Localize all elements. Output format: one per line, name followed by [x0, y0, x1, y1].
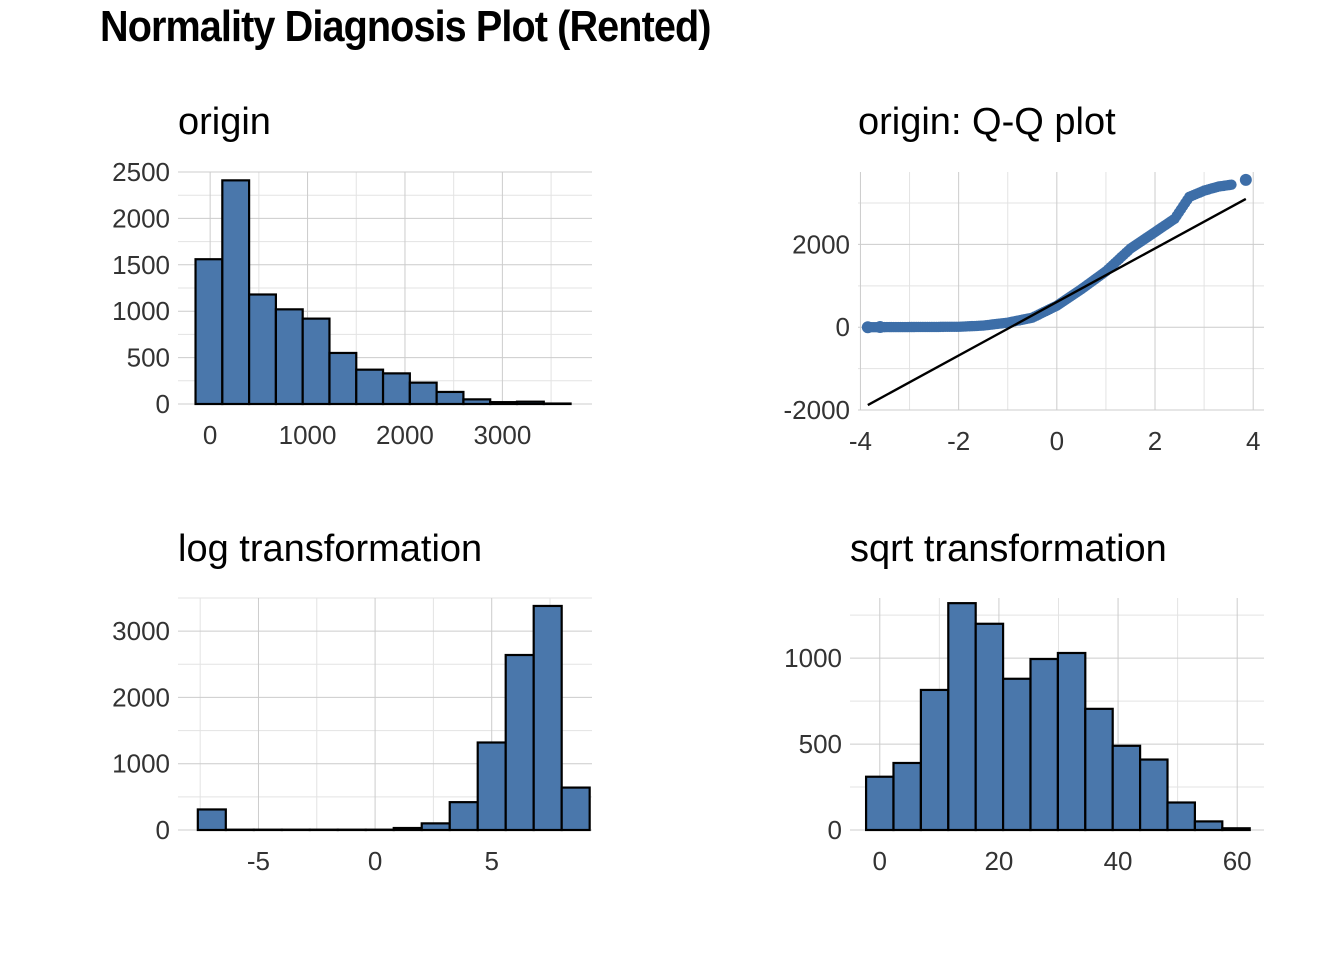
- bars: [194, 179, 572, 406]
- histogram-bar: [1029, 657, 1059, 832]
- histogram-bar: [301, 317, 331, 406]
- histogram-bar: [392, 826, 423, 832]
- panel-title: log transformation: [178, 528, 482, 570]
- y-tick-label: 1000: [112, 749, 170, 779]
- bars: [864, 602, 1251, 832]
- x-tick-label: 4: [1246, 426, 1260, 456]
- histogram-bar: [408, 381, 438, 406]
- qq-point: [1226, 179, 1237, 190]
- y-tick-label: 2500: [112, 157, 170, 187]
- qq-point: [874, 321, 887, 334]
- histogram-bar: [1221, 827, 1251, 832]
- histogram-bar: [381, 372, 411, 406]
- panel-origin-qq-plot: origin: Q-Q plot -4 -2 0 2 4 -2000 0 2000: [784, 101, 1264, 456]
- histogram-bar: [248, 293, 277, 406]
- histogram-bar: [515, 400, 545, 406]
- histogram-bar: [947, 602, 977, 832]
- x-tick-label: -2: [947, 426, 970, 456]
- histogram-bar: [448, 801, 479, 832]
- histogram-bar: [476, 741, 507, 832]
- y-tick-label: 2000: [112, 682, 170, 712]
- x-tick-label: 40: [1104, 846, 1133, 876]
- y-tick-label: 1500: [112, 250, 170, 280]
- y-tick-label: 3000: [112, 616, 170, 646]
- x-tick-label: 0: [1050, 426, 1064, 456]
- x-tick-label: 0: [368, 846, 382, 876]
- histogram-bar: [532, 604, 563, 832]
- y-tick-label: 1000: [784, 643, 842, 673]
- histogram-bar: [974, 622, 1005, 832]
- histogram-bar: [1138, 758, 1169, 832]
- histogram-bar: [1084, 707, 1114, 832]
- x-tick-label: -5: [247, 846, 270, 876]
- y-tick-label: 2000: [112, 203, 170, 233]
- histogram-bar: [1166, 801, 1197, 832]
- x-tick-label: 0: [203, 420, 217, 450]
- panel-log-histogram: log transformation -5 0 5 0 1000 2000 3000: [112, 528, 592, 876]
- histogram-bar: [1111, 744, 1142, 832]
- qq-point: [1239, 173, 1252, 186]
- histogram-bar: [328, 351, 358, 406]
- panel-sqrt-histogram: sqrt transformation 0 20 40 60 0 500 1000: [784, 528, 1264, 876]
- histogram-bar: [1056, 651, 1087, 832]
- x-tick-label: 60: [1223, 846, 1252, 876]
- grid: [858, 172, 1264, 411]
- histogram-bar: [1193, 820, 1224, 832]
- histogram-bar: [1001, 677, 1032, 832]
- histogram-bar: [892, 761, 922, 832]
- histogram-bar: [196, 808, 227, 832]
- histogram-bar: [560, 786, 591, 832]
- y-tick-label: 0: [828, 815, 842, 845]
- histogram-bar: [274, 308, 304, 406]
- histogram-bar: [504, 653, 535, 832]
- panel-title: sqrt transformation: [850, 528, 1167, 570]
- panel-origin-histogram: origin 0 1000 2000 3000 0 500 1000 1500 2000 2500: [112, 101, 592, 450]
- y-tick-label: 0: [156, 389, 170, 419]
- bars: [196, 604, 591, 832]
- qq-reference-line: [867, 197, 1247, 407]
- qq-point: [861, 321, 874, 334]
- x-tick-label: 1000: [279, 420, 337, 450]
- x-tick-label: 2000: [376, 420, 434, 450]
- histogram-bar: [420, 822, 451, 832]
- y-tick-label: 0: [156, 815, 170, 845]
- x-tick-label: -4: [849, 426, 872, 456]
- y-tick-label: 1000: [112, 296, 170, 326]
- y-tick-label: 500: [127, 343, 170, 373]
- x-tick-label: 5: [484, 846, 498, 876]
- y-tick-label: 2000: [792, 229, 850, 259]
- histogram-bar: [221, 179, 251, 406]
- x-tick-label: 0: [873, 846, 887, 876]
- x-tick-label: 20: [984, 846, 1013, 876]
- y-tick-label: 500: [799, 729, 842, 759]
- x-tick-label: 2: [1148, 426, 1162, 456]
- panel-title: origin: Q-Q plot: [858, 101, 1116, 143]
- histogram-bar: [919, 688, 950, 832]
- x-tick-label: 3000: [473, 420, 531, 450]
- page-title: Normality Diagnosis Plot (Rented): [100, 2, 711, 51]
- y-tick-label: -2000: [784, 395, 851, 425]
- y-tick-label: 0: [836, 312, 850, 342]
- histogram-bar: [355, 368, 385, 406]
- histogram-bar: [435, 390, 465, 406]
- histogram-bar: [489, 401, 519, 406]
- histogram-bar: [462, 398, 492, 406]
- panel-title: origin: [178, 101, 271, 143]
- histogram-bar: [194, 258, 224, 406]
- histogram-bar: [864, 775, 895, 832]
